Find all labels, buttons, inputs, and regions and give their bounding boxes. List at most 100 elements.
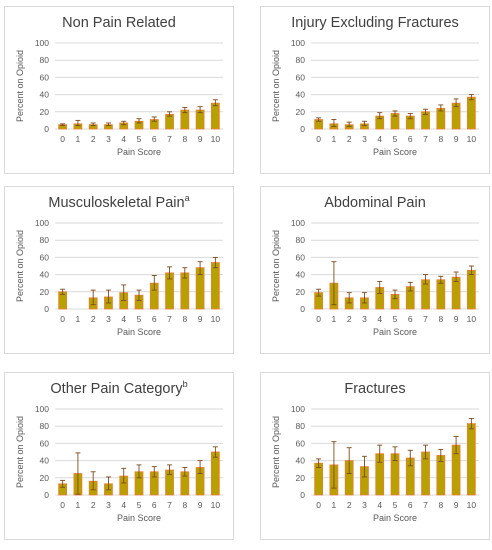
chart-panel-musculoskeletal-pain: Musculoskeletal Paina 0 20 40 60 80 100 0 1 2 3 4 5… — [4, 186, 234, 354]
x-tick-label: 10 — [211, 134, 221, 144]
x-tick-label: 3 — [106, 314, 111, 324]
y-tick-label: 40 — [40, 270, 50, 280]
y-tick-label: 100 — [35, 38, 49, 48]
x-tick-label: 8 — [438, 314, 443, 324]
x-axis-title: Pain Score — [373, 513, 417, 523]
x-tick-label: 10 — [211, 314, 221, 324]
x-tick-label: 9 — [454, 314, 459, 324]
x-tick-label: 0 — [60, 500, 65, 510]
x-axis-title: Pain Score — [373, 327, 417, 337]
chart-title: Other Pain Categoryb — [50, 379, 188, 397]
y-tick-label: 20 — [296, 107, 306, 117]
y-tick-label: 60 — [296, 438, 306, 448]
x-axis-title: Pain Score — [117, 327, 161, 337]
x-tick-label: 9 — [198, 134, 203, 144]
x-axis-title: Pain Score — [117, 147, 161, 157]
y-tick-label: 100 — [291, 218, 305, 228]
x-tick-label: 10 — [467, 500, 477, 510]
y-axis-title: Percent on Opioid — [15, 230, 25, 302]
x-tick-label: 2 — [91, 134, 96, 144]
x-tick-label: 6 — [408, 500, 413, 510]
bar-chart: 0 20 40 60 80 100 0 1 2 3 4 5 6 7 8 9 10 Pain Score Percen… — [15, 38, 223, 157]
x-tick-label: 10 — [467, 134, 477, 144]
x-tick-label: 3 — [362, 314, 367, 324]
chart-title: Injury Excluding Fractures — [291, 14, 459, 31]
y-tick-label: 60 — [296, 72, 306, 82]
x-tick-label: 8 — [438, 134, 443, 144]
x-tick-label: 9 — [454, 134, 459, 144]
y-tick-label: 0 — [44, 490, 49, 500]
x-tick-label: 10 — [211, 500, 221, 510]
bar — [210, 102, 220, 130]
bar — [210, 451, 220, 496]
x-axis-title: Pain Score — [117, 513, 161, 523]
x-tick-label: 6 — [152, 134, 157, 144]
x-tick-label: 2 — [91, 500, 96, 510]
y-tick-label: 0 — [300, 490, 305, 500]
x-tick-label: 7 — [167, 134, 172, 144]
y-tick-label: 100 — [35, 404, 49, 414]
x-tick-label: 5 — [137, 500, 142, 510]
x-tick-label: 2 — [91, 314, 96, 324]
y-tick-label: 80 — [40, 55, 50, 65]
y-tick-label: 40 — [296, 456, 306, 466]
x-tick-label: 2 — [347, 500, 352, 510]
x-tick-label: 4 — [121, 134, 126, 144]
bar — [466, 96, 476, 130]
chart-panel-injury-excluding-fractures: Injury Excluding Fractures 0 20 40 60 80 100 0… — [260, 6, 490, 174]
bar-chart: 0 20 40 60 80 100 0 1 2 3 4 5 6 7 8 9 10 Pain Score Percen… — [271, 38, 479, 157]
bar — [466, 269, 476, 310]
x-tick-label: 9 — [198, 500, 203, 510]
y-axis-title: Percent on Opioid — [15, 50, 25, 122]
x-axis-title: Pain Score — [373, 147, 417, 157]
x-tick-label: 0 — [60, 314, 65, 324]
y-tick-label: 40 — [40, 90, 50, 100]
y-axis-title: Percent on Opioid — [15, 416, 25, 488]
x-tick-label: 4 — [377, 314, 382, 324]
x-tick-label: 3 — [106, 500, 111, 510]
chart-title: Non Pain Related — [62, 14, 176, 31]
x-tick-label: 7 — [423, 134, 428, 144]
x-tick-label: 7 — [423, 500, 428, 510]
y-tick-label: 100 — [291, 38, 305, 48]
x-tick-label: 8 — [182, 500, 187, 510]
x-tick-label: 4 — [377, 134, 382, 144]
x-tick-label: 1 — [76, 314, 81, 324]
x-tick-label: 8 — [182, 314, 187, 324]
x-tick-label: 6 — [408, 314, 413, 324]
bar — [451, 276, 461, 310]
x-tick-label: 6 — [152, 500, 157, 510]
bar-chart: 0 20 40 60 80 100 0 1 2 3 4 5 6 7 8 9 10 Pain Score Percen… — [271, 404, 479, 523]
y-tick-label: 0 — [44, 124, 49, 134]
x-tick-label: 3 — [106, 134, 111, 144]
bar — [165, 113, 174, 130]
y-axis-title: Percent on Opioid — [271, 50, 281, 122]
x-tick-label: 1 — [332, 500, 337, 510]
y-tick-label: 40 — [296, 90, 306, 100]
x-tick-label: 1 — [332, 134, 337, 144]
bar — [436, 279, 446, 310]
chart-title: Musculoskeletal Paina — [48, 193, 190, 211]
y-tick-label: 60 — [296, 252, 306, 262]
x-tick-label: 3 — [362, 500, 367, 510]
y-tick-label: 0 — [44, 304, 49, 314]
y-tick-label: 20 — [40, 473, 50, 483]
y-tick-label: 80 — [296, 235, 306, 245]
bar-chart: 0 20 40 60 80 100 0 1 2 3 4 5 6 7 8 9 10 Pain Score Percen… — [271, 218, 479, 337]
x-tick-label: 5 — [393, 314, 398, 324]
x-tick-label: 4 — [377, 500, 382, 510]
x-tick-label: 6 — [152, 314, 157, 324]
chart-title: Abdominal Pain — [324, 194, 426, 211]
x-tick-label: 7 — [423, 314, 428, 324]
y-tick-label: 0 — [300, 124, 305, 134]
x-tick-label: 5 — [393, 500, 398, 510]
x-tick-label: 8 — [438, 500, 443, 510]
y-tick-label: 20 — [296, 473, 306, 483]
y-tick-label: 80 — [296, 55, 306, 65]
y-tick-label: 40 — [296, 270, 306, 280]
chart-panel-fractures: Fractures 0 20 40 60 80 100 0 1 2 3 4 5 6 7 8 9 10 Pain S… — [260, 372, 490, 540]
x-tick-label: 9 — [198, 314, 203, 324]
y-tick-label: 20 — [296, 287, 306, 297]
x-tick-label: 2 — [347, 134, 352, 144]
y-axis-title: Percent on Opioid — [271, 230, 281, 302]
